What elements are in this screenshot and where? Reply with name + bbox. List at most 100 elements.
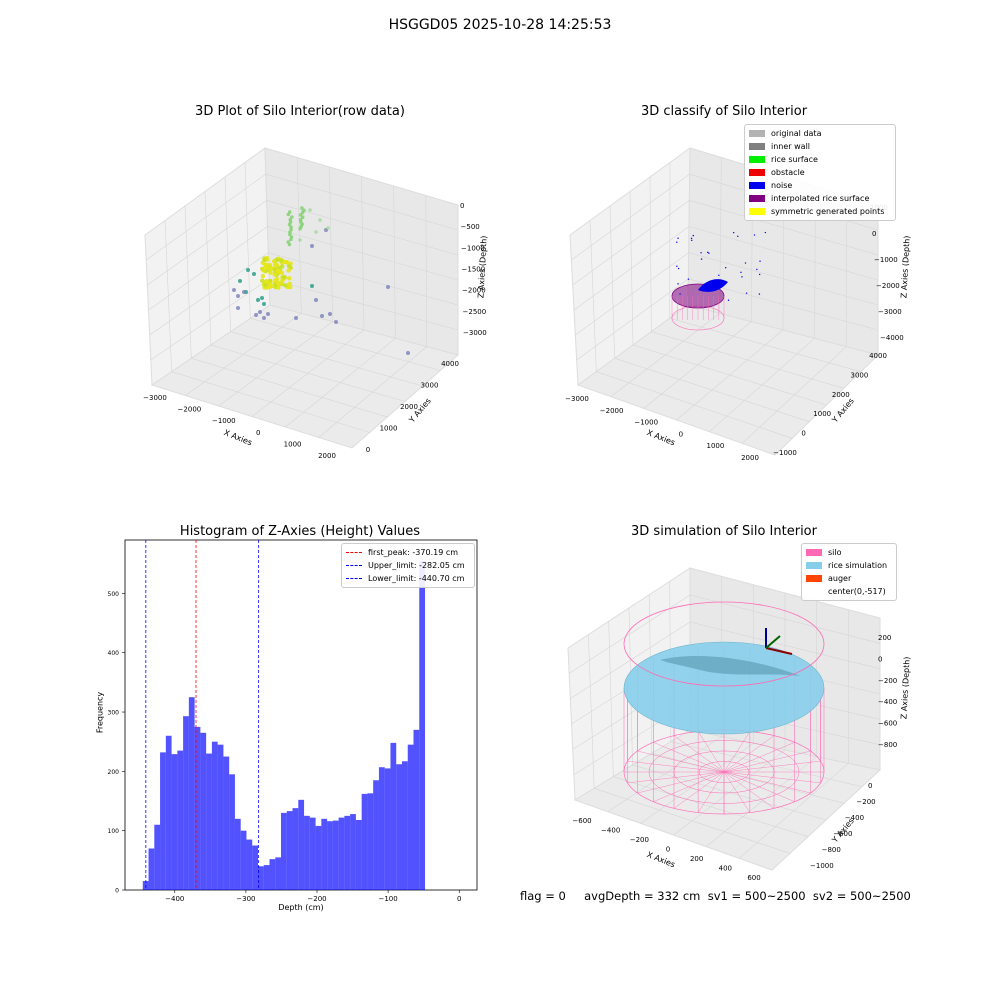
- panel1-xtick-label: 2000: [318, 452, 336, 460]
- panel1-xtick-label: −2000: [178, 406, 202, 414]
- panel1-ytick-label: 0: [366, 446, 370, 454]
- legend-swatch: [749, 156, 765, 163]
- noise-point: [741, 276, 743, 278]
- noise-point: [700, 258, 703, 260]
- scatter-point: [260, 278, 265, 283]
- silo-floor-line: [723, 771, 811, 794]
- silo-floor-line: [723, 731, 751, 773]
- legend-entry: interpolated rice surface: [749, 192, 891, 205]
- legend-label: original data: [771, 129, 822, 138]
- panel2-ztick-label: 0: [872, 230, 876, 238]
- histogram-bar: [240, 830, 247, 890]
- noise-point: [745, 292, 748, 294]
- scatter-point: [287, 242, 292, 247]
- silo-floor-line: [723, 735, 775, 773]
- histogram-bar: [321, 818, 328, 890]
- histogram-bar: [298, 799, 305, 890]
- silo-floor-line: [723, 771, 751, 813]
- scatter-point: [238, 279, 242, 283]
- panel4-xtick-label: 400: [719, 865, 732, 873]
- histogram-bar: [148, 848, 155, 890]
- histogram-bar: [206, 753, 212, 890]
- silo-floor-line: [697, 731, 725, 773]
- noise-point: [758, 273, 761, 276]
- legend-swatch: [806, 549, 822, 556]
- panel4-ytick-label: −800: [822, 846, 841, 854]
- legend-swatch: [749, 208, 765, 215]
- scatter-point: [287, 232, 292, 237]
- noise-point: [679, 293, 681, 295]
- panel2-xlabel: X Axies: [646, 428, 677, 447]
- silo-floor-line: [673, 735, 725, 773]
- legend-label: rice simulation: [828, 561, 888, 570]
- scatter-point: [314, 298, 318, 302]
- histogram-bar: [292, 808, 299, 890]
- panel2-xtick-label: −3000: [565, 395, 589, 403]
- scatter-point: [300, 206, 304, 210]
- silo-floor-line: [723, 771, 795, 802]
- noise-point: [677, 237, 679, 239]
- panel2-xtick-label: 0: [679, 430, 683, 438]
- scatter-point: [283, 259, 288, 265]
- scatter-point: [300, 215, 305, 219]
- scatter-point: [236, 306, 240, 310]
- histogram-bar: [229, 774, 235, 890]
- histogram-axes: −400 −300 −200 −100 0 0 100 200 300 400 500: [108, 539, 478, 903]
- scatter-point: [263, 282, 268, 288]
- panel2-xtick-label: −2000: [600, 407, 624, 415]
- panel2-ytick-label: 1000: [813, 410, 831, 418]
- panel1-ytick-label: 3000: [421, 382, 439, 390]
- panel2-ytick-label: 4000: [869, 352, 887, 360]
- scatter-point: [279, 270, 285, 276]
- panel2-ztick-label: −4000: [880, 334, 904, 342]
- legend-label: center(0,-517): [828, 587, 886, 596]
- noise-point: [677, 267, 680, 270]
- scatter-point: [266, 312, 270, 316]
- scatter-point: [298, 226, 302, 231]
- silo-floor-line: [723, 771, 775, 809]
- noise-point: [724, 267, 727, 269]
- histogram-bar: [223, 756, 230, 890]
- noise-point: [676, 241, 678, 243]
- legend-label: inner wall: [771, 142, 811, 151]
- legend-label: noise: [771, 181, 793, 190]
- legend-label: interpolated rice surface: [771, 194, 870, 203]
- histogram-bar: [401, 761, 408, 890]
- panel1-ytick-label: 2000: [400, 403, 418, 411]
- noise-point: [690, 237, 693, 240]
- panel2-ytick-label: 2000: [832, 391, 850, 399]
- scatter-point: [286, 268, 291, 273]
- scatter-point: [273, 262, 279, 268]
- scatter-point: [232, 288, 236, 292]
- histogram-bar: [407, 744, 414, 890]
- histogram-bar: [171, 754, 178, 890]
- silo-floor-line: [673, 771, 725, 809]
- histogram-bar: [257, 866, 264, 890]
- legend-swatch: [806, 575, 822, 582]
- legend-label: rice surface: [771, 155, 818, 164]
- scatter-point: [286, 263, 292, 269]
- histogram-bar: [373, 780, 379, 890]
- panel4-xlabel: X Axies: [646, 850, 677, 869]
- noise-cluster: [698, 279, 728, 292]
- panel1-ztick-label: −1500: [462, 266, 486, 274]
- histogram-bar: [309, 817, 316, 890]
- legend-entry: obstacle: [749, 166, 891, 179]
- scatter-point: [274, 276, 280, 282]
- legend-entry: rice surface: [749, 153, 891, 166]
- panel4-ztick-label: −400: [878, 698, 897, 706]
- panel4-ztick-label: −600: [878, 720, 897, 728]
- histogram-bar: [419, 560, 426, 890]
- histogram-bar: [332, 820, 339, 890]
- silo-floor-line: [627, 771, 725, 784]
- legend-entry: Lower_limit: -440.70 cm: [346, 572, 470, 585]
- legend-label: obstacle: [771, 168, 805, 177]
- rice-simulation-ridge: [660, 655, 800, 676]
- histogram-bar: [217, 744, 224, 890]
- scatter-point: [281, 274, 286, 280]
- scatter-point: [286, 212, 291, 217]
- rice-simulation-surface: [623, 641, 825, 735]
- panel2-title: 3D classify of Silo Interior: [640, 104, 808, 119]
- panel1-ztick-label: −2000: [462, 287, 486, 295]
- legend-entry: symmetric generated points: [749, 205, 891, 218]
